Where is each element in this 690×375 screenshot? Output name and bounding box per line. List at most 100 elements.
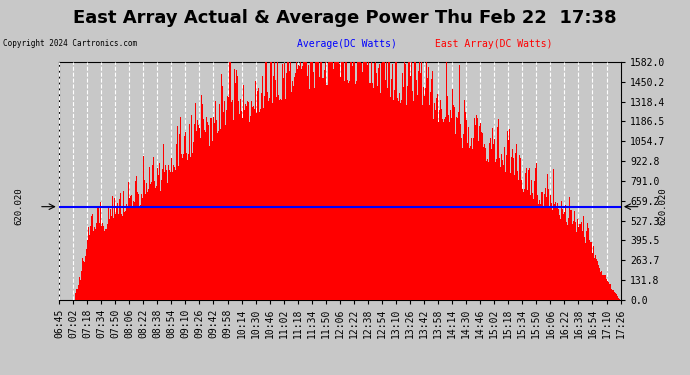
- Bar: [327, 85, 328, 300]
- Bar: [506, 155, 507, 300]
- Bar: [404, 62, 405, 300]
- Bar: [159, 186, 160, 300]
- Bar: [263, 108, 264, 300]
- Bar: [526, 168, 527, 300]
- Bar: [307, 76, 308, 300]
- Bar: [284, 63, 285, 300]
- Bar: [552, 210, 553, 300]
- Bar: [191, 115, 192, 300]
- Bar: [537, 195, 538, 300]
- Bar: [207, 123, 208, 300]
- Bar: [502, 144, 504, 300]
- Bar: [107, 224, 108, 300]
- Bar: [559, 215, 560, 300]
- Bar: [448, 116, 449, 300]
- Bar: [133, 201, 134, 300]
- Bar: [440, 100, 441, 300]
- Bar: [497, 127, 498, 300]
- Bar: [166, 183, 168, 300]
- Bar: [80, 280, 81, 300]
- Bar: [157, 168, 158, 300]
- Bar: [386, 62, 387, 300]
- Bar: [195, 108, 197, 300]
- Bar: [111, 216, 112, 300]
- Bar: [198, 124, 199, 300]
- Bar: [484, 144, 485, 300]
- Bar: [304, 62, 305, 300]
- Bar: [510, 139, 511, 300]
- Bar: [239, 114, 240, 300]
- Bar: [220, 129, 221, 300]
- Bar: [148, 189, 149, 300]
- Bar: [385, 80, 386, 300]
- Bar: [271, 62, 272, 300]
- Bar: [493, 144, 494, 300]
- Bar: [113, 218, 114, 300]
- Bar: [455, 134, 456, 300]
- Bar: [553, 169, 554, 300]
- Bar: [577, 219, 578, 300]
- Bar: [546, 198, 547, 300]
- Bar: [566, 217, 567, 300]
- Bar: [275, 80, 276, 300]
- Bar: [478, 141, 479, 300]
- Bar: [530, 195, 531, 300]
- Bar: [426, 62, 427, 300]
- Bar: [291, 92, 292, 300]
- Bar: [528, 170, 529, 300]
- Bar: [313, 72, 314, 300]
- Bar: [398, 101, 399, 300]
- Bar: [505, 172, 506, 300]
- Bar: [273, 76, 274, 300]
- Bar: [523, 192, 524, 300]
- Bar: [406, 105, 407, 300]
- Bar: [428, 67, 429, 300]
- Bar: [449, 122, 450, 300]
- Bar: [214, 123, 215, 300]
- Bar: [370, 83, 371, 300]
- Bar: [362, 72, 363, 300]
- Bar: [349, 81, 350, 300]
- Bar: [110, 209, 111, 300]
- Bar: [318, 62, 319, 300]
- Bar: [387, 88, 388, 300]
- Bar: [326, 85, 327, 300]
- Bar: [246, 106, 247, 300]
- Bar: [130, 203, 132, 300]
- Bar: [360, 62, 362, 300]
- Bar: [228, 97, 229, 300]
- Bar: [137, 196, 139, 300]
- Bar: [402, 69, 404, 300]
- Bar: [118, 214, 119, 300]
- Bar: [252, 106, 253, 300]
- Bar: [233, 120, 234, 300]
- Bar: [592, 253, 593, 300]
- Bar: [103, 204, 104, 300]
- Bar: [178, 166, 179, 300]
- Bar: [240, 99, 241, 300]
- Bar: [218, 131, 219, 300]
- Bar: [285, 99, 286, 300]
- Bar: [199, 128, 200, 300]
- Bar: [535, 168, 536, 300]
- Bar: [434, 103, 435, 300]
- Bar: [471, 138, 472, 300]
- Bar: [498, 119, 499, 300]
- Bar: [186, 153, 187, 300]
- Bar: [297, 69, 298, 300]
- Bar: [470, 146, 471, 300]
- Bar: [172, 165, 174, 300]
- Bar: [106, 229, 107, 300]
- Bar: [290, 62, 291, 300]
- Bar: [128, 182, 129, 300]
- Bar: [329, 62, 330, 300]
- Bar: [170, 171, 171, 300]
- Bar: [127, 208, 128, 300]
- Bar: [454, 106, 455, 300]
- Bar: [619, 299, 620, 300]
- Bar: [162, 169, 163, 300]
- Bar: [415, 80, 417, 300]
- Bar: [311, 62, 312, 300]
- Bar: [397, 98, 398, 300]
- Bar: [606, 279, 607, 300]
